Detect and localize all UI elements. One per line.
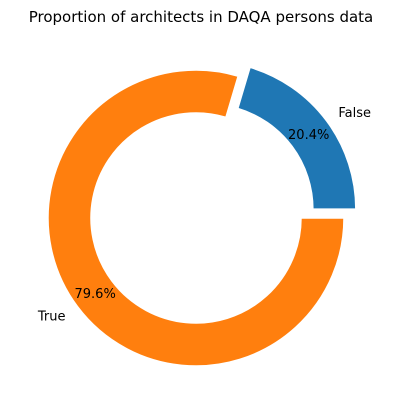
category-label-false: False [338,106,371,121]
chart-title: Proportion of architects in DAQA persons… [29,8,374,26]
category-label-true: True [37,309,66,324]
slice-false [236,66,357,210]
percent-label-true: 79.6% [75,287,116,302]
slice-true [47,69,345,367]
slice-labels: False 20.4% True 79.6% [37,106,371,325]
donut-slices [47,66,357,367]
percent-label-false: 20.4% [288,128,329,143]
